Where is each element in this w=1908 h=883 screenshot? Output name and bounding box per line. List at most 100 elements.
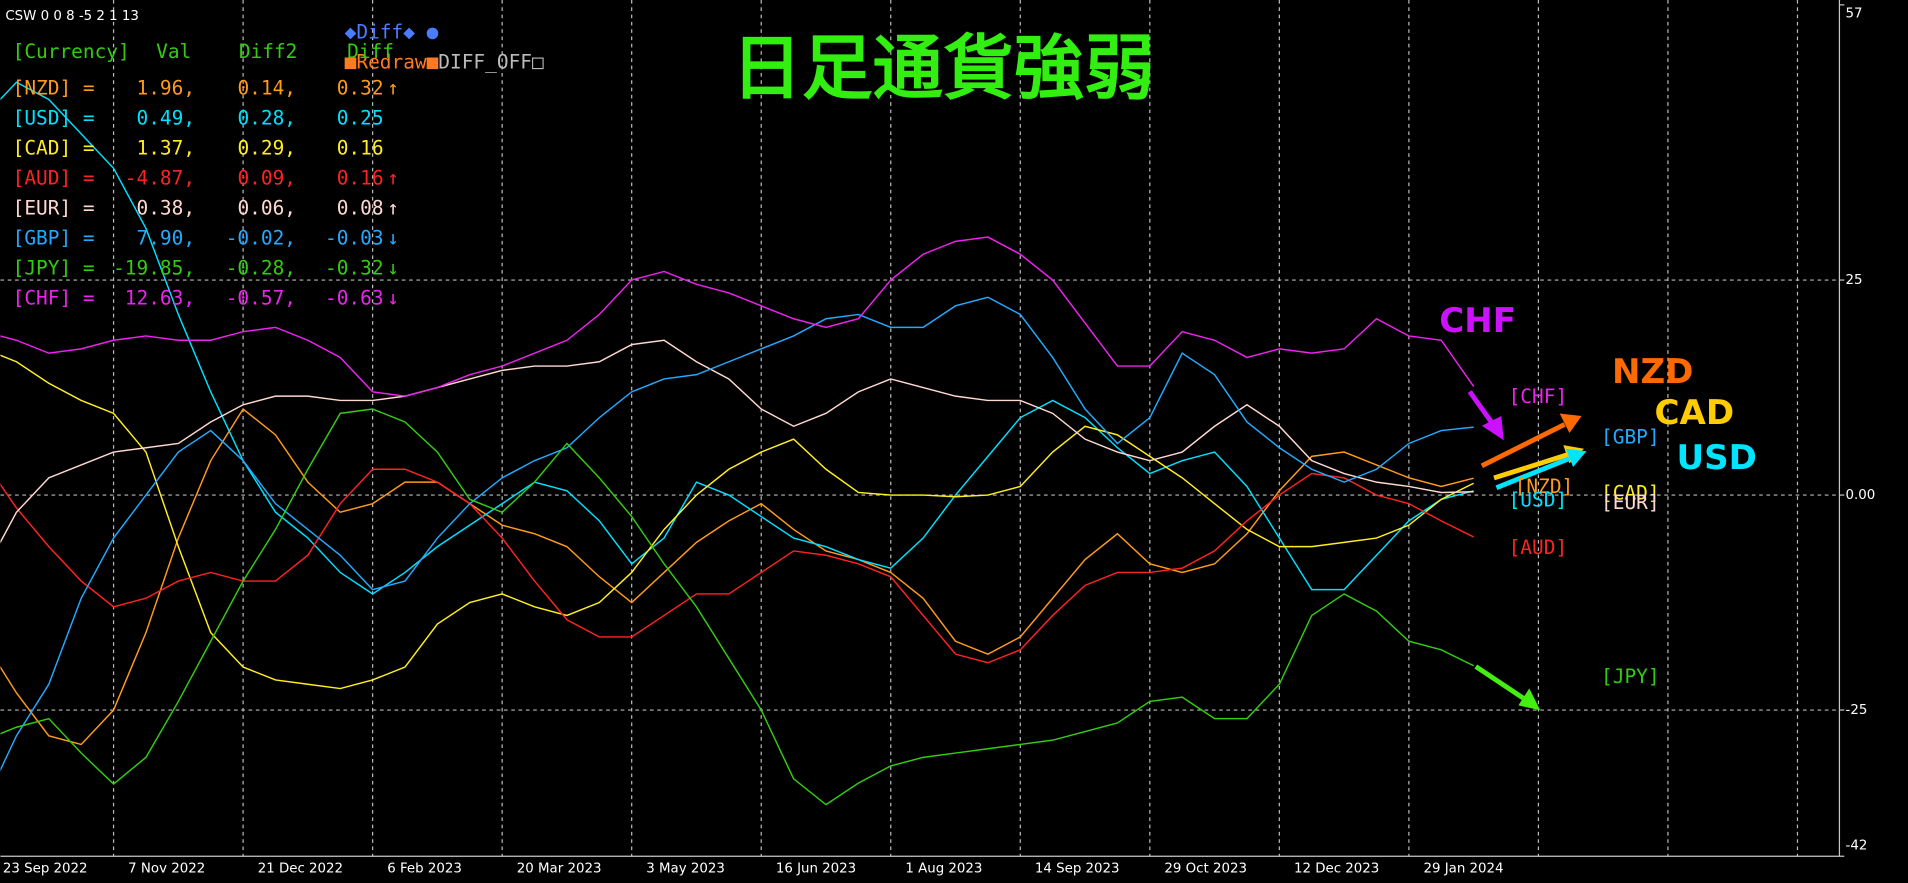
- strength-panel: [Currency] Val Diff2 Diff [NZD] = 1.96, 0.14, 0…: [13, 40, 399, 310]
- diff-off-button[interactable]: DIFF_OFF□: [438, 51, 544, 74]
- currency-name: [NZD] =: [13, 76, 95, 99]
- x-tick-label: 29 Jan 2024: [1423, 861, 1503, 876]
- series-line: [0, 339, 1474, 544]
- annotation: CAD: [1655, 393, 1735, 433]
- series-line: [0, 354, 1474, 690]
- redraw-button[interactable]: ■Redraw■: [345, 51, 439, 74]
- arrow: [1467, 390, 1496, 428]
- currency-diff: 0.25: [337, 106, 384, 129]
- currency-val: -4.87,: [125, 166, 195, 189]
- arrow: [1480, 422, 1566, 469]
- series-line: [0, 407, 1474, 746]
- y-tick-label: 0.00: [1846, 488, 1876, 503]
- currency-val: 0.49,: [136, 106, 195, 129]
- currency-name: [EUR] =: [13, 196, 95, 219]
- x-tick-label: 1 Aug 2023: [905, 861, 982, 876]
- arrow-head: [1559, 413, 1582, 433]
- currency-diff2: 0.06,: [237, 196, 296, 219]
- currency-diff2: -0.02,: [226, 226, 296, 249]
- series-line: [0, 408, 1474, 806]
- currency-diff2: 0.09,: [237, 166, 296, 189]
- y-tick-label: -25: [1846, 703, 1868, 718]
- currency-val: 1.37,: [136, 136, 195, 159]
- arrow-head: [1481, 415, 1504, 441]
- arrow: [1495, 456, 1571, 490]
- currency-val: -19.85,: [113, 257, 195, 280]
- currency-val: 12.63,: [125, 287, 195, 310]
- indicator-label: CSW 0 0 8 -5 2 1 13: [5, 9, 139, 24]
- labels: 23 Sep 2022 7 Nov 2022 21 Dec 2022 6 Feb 20…: [3, 6, 1875, 876]
- currency-diff: 0.16: [337, 166, 384, 189]
- currency-diff: 0.32: [337, 76, 384, 99]
- currency-name: [CAD] =: [13, 136, 95, 159]
- currency-diff2: 0.29,: [237, 136, 296, 159]
- legend-label: [CAD]: [1601, 481, 1660, 504]
- legend-label: [CHF]: [1509, 385, 1568, 408]
- plot-area: [0, 81, 1475, 806]
- x-tick-label: 29 Oct 2023: [1164, 861, 1247, 876]
- arrow-head: [1518, 688, 1541, 711]
- currency-name: [JPY] =: [13, 257, 95, 280]
- x-tick-label: 14 Sep 2023: [1035, 861, 1120, 876]
- y-tick-label: -42: [1846, 838, 1868, 853]
- legend-label: [JPY]: [1601, 665, 1660, 688]
- currency-diff2: 0.28,: [237, 106, 296, 129]
- x-tick-label: 20 Mar 2023: [517, 861, 602, 876]
- trend-arrow: ↓: [387, 226, 399, 249]
- currency-diff2: -0.57,: [226, 287, 296, 310]
- x-tick-label: 23 Sep 2022: [3, 861, 88, 876]
- y-tick-label: 25: [1846, 273, 1863, 288]
- x-tick-label: 3 May 2023: [646, 861, 725, 876]
- arrows: [1467, 390, 1587, 711]
- currency-diff: -0.03: [325, 226, 384, 249]
- x-tick-label: 12 Dec 2023: [1294, 861, 1379, 876]
- series-line: [0, 296, 1474, 772]
- panel-header: Diff2: [239, 40, 298, 63]
- currency-diff2: 0.14,: [237, 76, 296, 99]
- trend-arrow: ↑: [387, 166, 399, 189]
- currency-name: [USD] =: [13, 106, 95, 129]
- x-tick-label: 6 Feb 2023: [387, 861, 462, 876]
- currency-diff: -0.63: [325, 287, 384, 310]
- arrow-head: [1565, 448, 1587, 468]
- currency-name: [GBP] =: [13, 226, 95, 249]
- arrow: [1474, 664, 1525, 701]
- diff-button[interactable]: ◆Diff◆ ●: [345, 20, 439, 43]
- currency-diff: 0.08: [337, 196, 384, 219]
- currency-val: 1.96,: [136, 76, 195, 99]
- legend-label: [AUD]: [1509, 536, 1568, 559]
- legend-label: [EUR]: [1601, 491, 1660, 514]
- x-tick-label: 21 Dec 2022: [258, 861, 343, 876]
- series-line: [0, 468, 1474, 664]
- x-tick-label: 16 Jun 2023: [776, 861, 856, 876]
- panel-header: Diff: [347, 40, 394, 63]
- legend-label: [USD]: [1509, 489, 1568, 512]
- trend-arrow: ↓: [387, 287, 399, 310]
- series-line: [0, 236, 1475, 397]
- annotation: USD: [1676, 438, 1756, 478]
- y-tick-label: 57: [1846, 6, 1863, 21]
- currency-val: 7.90,: [136, 226, 195, 249]
- currency-name: [CHF] =: [13, 287, 95, 310]
- annotation: CHF: [1439, 301, 1516, 341]
- currency-diff: -0.32: [325, 257, 384, 280]
- series-line: [0, 81, 1474, 595]
- x-tick-label: 7 Nov 2022: [128, 861, 205, 876]
- trend-arrow: ↓: [387, 257, 399, 280]
- panel-header: [Currency]: [13, 40, 130, 63]
- currency-diff2: -0.28,: [226, 257, 296, 280]
- panel-header: Val: [156, 40, 191, 63]
- legend-label: [NZD]: [1515, 475, 1574, 498]
- currency-name: [AUD] =: [13, 166, 95, 189]
- chart-title: 日足通貨強弱: [731, 28, 1154, 110]
- currency-val: 0.38,: [136, 196, 195, 219]
- legend-label: [GBP]: [1601, 425, 1660, 448]
- annotation: NZD: [1612, 352, 1693, 392]
- trend-arrow: ↑: [387, 76, 399, 99]
- currency-diff: 0.16: [337, 136, 384, 159]
- trend-arrow: ↑: [387, 196, 399, 219]
- arrow: [1493, 452, 1568, 481]
